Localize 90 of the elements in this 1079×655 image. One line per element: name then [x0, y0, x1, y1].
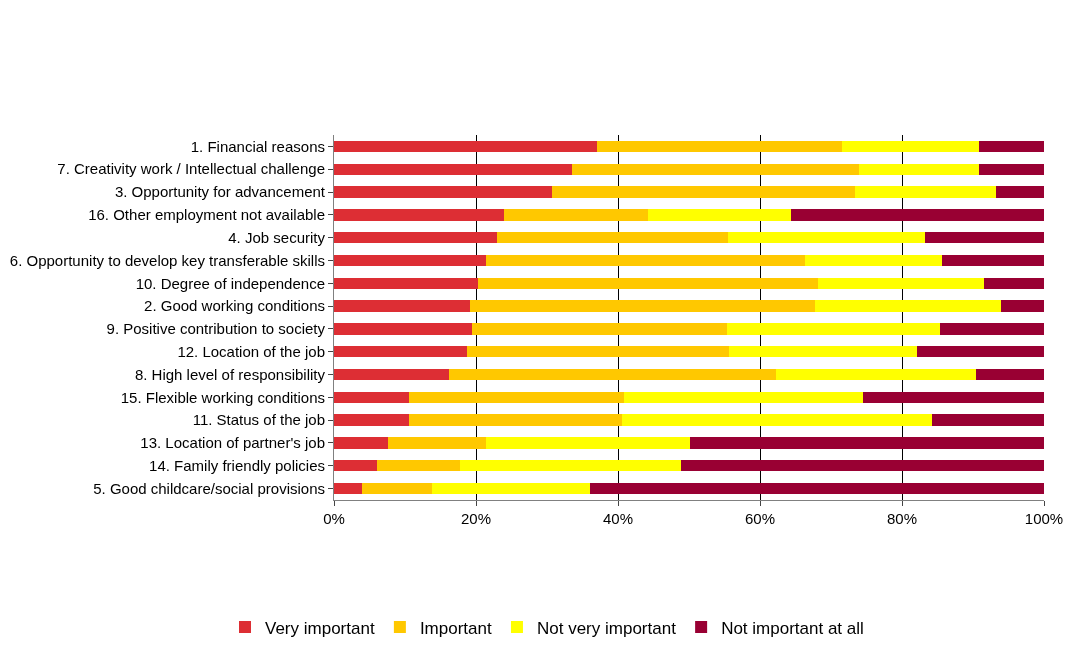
x-tick-label: 80% — [886, 510, 918, 527]
bar — [941, 254, 1044, 267]
bar — [471, 323, 728, 335]
legend-label: Important — [419, 618, 492, 638]
legend-label: Not very important — [536, 618, 677, 638]
bar — [431, 482, 591, 495]
bar — [790, 209, 1044, 221]
bar — [978, 140, 1044, 153]
bar — [775, 368, 976, 381]
bar — [334, 209, 504, 221]
bar — [334, 186, 552, 198]
x-tick-label: 0% — [323, 510, 345, 527]
bar — [334, 414, 410, 426]
x-tick-label: 20% — [460, 510, 492, 527]
bar — [858, 163, 979, 175]
bar — [623, 391, 863, 404]
bar — [571, 163, 859, 175]
bar — [334, 140, 598, 153]
bar — [728, 231, 925, 244]
y-tick-label: 15. Flexible working conditions — [120, 388, 325, 406]
bar — [728, 346, 917, 358]
bar — [334, 437, 388, 449]
bar — [470, 300, 816, 312]
y-tick-label: 11. Status of the job — [192, 411, 325, 429]
bar — [590, 482, 1044, 495]
bar — [387, 437, 486, 449]
bar — [841, 140, 979, 153]
bar — [689, 437, 1044, 449]
bar — [409, 414, 623, 426]
bar — [478, 277, 819, 289]
bar — [466, 346, 729, 358]
bar — [975, 368, 1044, 381]
bar — [334, 482, 363, 495]
bar — [978, 163, 1044, 175]
bar — [485, 437, 690, 449]
bar — [496, 231, 729, 244]
bar — [597, 140, 842, 153]
y-tick-label: 6. Opportunity to develop key transferable skills — [9, 251, 325, 269]
bar — [818, 277, 985, 289]
bar — [485, 254, 805, 267]
bar — [334, 231, 497, 244]
y-tick-label: 14. Family friendly policies — [149, 457, 325, 475]
bar — [984, 277, 1044, 289]
y-tick-label: 10. Degree of independence — [135, 274, 325, 292]
legend-label: Not important at all — [721, 618, 864, 638]
x-tick-label: 40% — [602, 510, 634, 527]
x-tick-label: 60% — [744, 510, 776, 527]
bar — [334, 163, 572, 175]
bar — [334, 391, 410, 404]
bar — [334, 300, 471, 312]
bar — [376, 460, 460, 472]
y-tick-label: 16. Other employment not available — [88, 206, 325, 224]
bar — [409, 391, 624, 404]
bar — [334, 254, 486, 267]
y-tick-label: 1. Financial reasons — [190, 137, 325, 155]
bar — [622, 414, 932, 426]
bar — [815, 300, 1001, 312]
bar — [503, 209, 648, 221]
bar — [931, 414, 1044, 426]
y-tick-label: 2. Good working conditions — [144, 297, 325, 315]
bar — [855, 186, 997, 198]
bar — [647, 209, 791, 221]
bar — [727, 323, 940, 335]
bar — [334, 323, 472, 335]
x-tick-label: 100% — [1024, 510, 1064, 527]
y-tick-label: 4. Job security — [228, 228, 326, 246]
bar — [334, 346, 467, 358]
y-tick-label: 5. Good childcare/social provisions — [93, 479, 325, 497]
y-tick-label: 8. High level of responsibility — [134, 365, 326, 383]
legend-label: Very important — [265, 618, 375, 638]
bar — [939, 323, 1044, 335]
y-tick-label: 12. Location of the job — [177, 342, 325, 360]
bar — [916, 346, 1044, 358]
bar — [334, 277, 479, 289]
y-tick-label: 13. Location of partner's job — [140, 434, 325, 452]
bar — [1000, 300, 1044, 312]
bar — [996, 186, 1044, 198]
bar — [362, 482, 432, 495]
bar — [334, 460, 377, 472]
bar — [459, 460, 682, 472]
bar — [449, 368, 776, 381]
bar — [551, 186, 856, 198]
bar — [862, 391, 1044, 404]
y-tick-label: 7. Creativity work / Intellectual challenge — [57, 160, 325, 178]
bar — [681, 460, 1044, 472]
bar — [804, 254, 942, 267]
bar — [924, 231, 1044, 244]
bar — [334, 368, 450, 381]
y-tick-label: 9. Positive contribution to society — [106, 320, 326, 338]
y-tick-label: 3. Opportunity for advancement — [114, 183, 326, 201]
